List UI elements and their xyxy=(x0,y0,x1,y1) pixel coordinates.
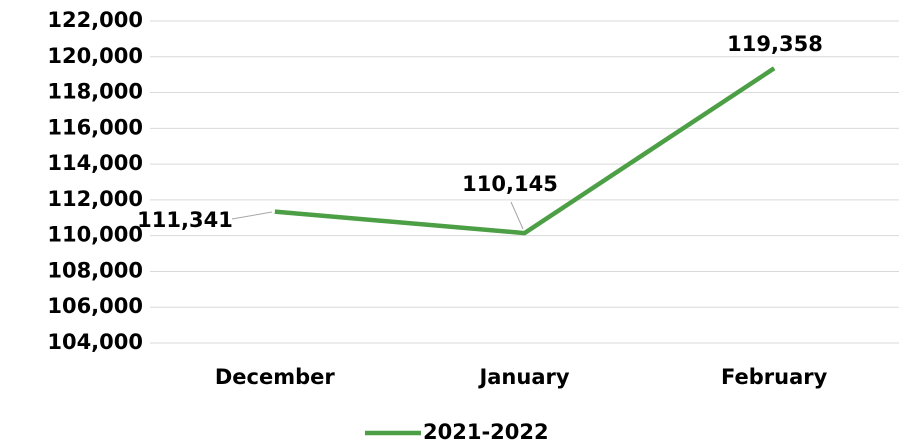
y-tick-label: 116,000 xyxy=(47,115,143,139)
leader-line xyxy=(231,211,273,220)
x-tick-label: December xyxy=(215,365,336,389)
data-label: 111,341 xyxy=(137,208,233,232)
data-label: 119,358 xyxy=(727,32,823,56)
data-label: 110,145 xyxy=(462,172,558,196)
y-tick-label: 122,000 xyxy=(47,8,143,32)
y-tick-label: 114,000 xyxy=(47,151,143,175)
leader-line xyxy=(510,201,524,230)
y-tick-label: 118,000 xyxy=(47,80,143,104)
x-tick-label: January xyxy=(477,365,569,389)
series-line xyxy=(274,66,776,236)
y-tick-label: 110,000 xyxy=(47,223,143,247)
y-tick-label: 104,000 xyxy=(47,330,143,354)
y-tick-label: 120,000 xyxy=(47,44,143,68)
y-tick-label: 112,000 xyxy=(47,187,143,211)
y-tick-label: 106,000 xyxy=(47,294,143,318)
y-tick-label: 108,000 xyxy=(47,258,143,282)
x-tick-label: February xyxy=(721,365,828,389)
legend-label: 2021-2022 xyxy=(423,420,549,444)
